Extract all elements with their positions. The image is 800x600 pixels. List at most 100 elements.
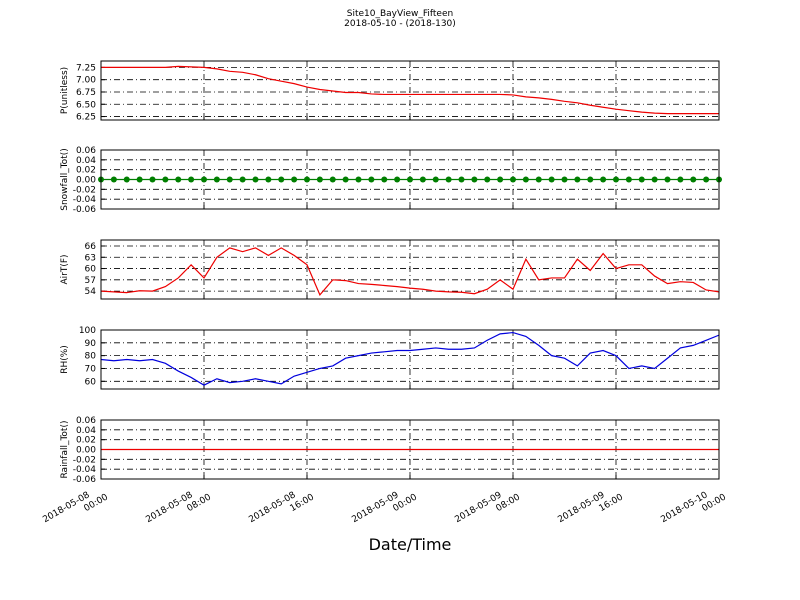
data-point [587, 176, 594, 183]
x-tick-label: 2018-05-09 16:00 [556, 483, 625, 535]
y-tick-label: 0.06 [76, 416, 96, 426]
x-axis-label: Date/Time [369, 535, 452, 554]
data-point [368, 176, 375, 183]
y-tick-label: 0.04 [76, 156, 96, 166]
data-point [651, 176, 658, 183]
data-point [522, 176, 529, 183]
data-point [548, 176, 555, 183]
data-point [162, 176, 169, 183]
data-point [613, 176, 619, 183]
x-tick-label: 2018-05-08 16:00 [247, 483, 316, 535]
x-tick-label: 2018-05-10 00:00 [659, 483, 728, 535]
data-point [690, 176, 697, 183]
data-point [394, 176, 401, 183]
y-tick-label: 90 [85, 339, 97, 349]
data-point [574, 176, 581, 183]
chart-title: Site10_BayView_Fifteen [347, 9, 453, 19]
y-axis-label: P(unitless) [60, 67, 70, 114]
data-point [342, 176, 349, 183]
data-point [407, 176, 413, 183]
data-point [561, 176, 568, 183]
y-tick-label: 0.06 [76, 146, 96, 156]
y-axis-label: AirT(F) [60, 254, 70, 284]
data-point [226, 176, 233, 183]
data-point [265, 176, 272, 183]
y-axis-label: Rainfall_Tot() [60, 421, 70, 479]
y-axis-label: RH(%) [60, 345, 70, 374]
data-point [355, 176, 362, 183]
data-point [278, 176, 285, 183]
y-tick-label: 7.25 [76, 63, 96, 73]
data-line [100, 331, 720, 386]
y-tick-label: -0.04 [73, 195, 97, 205]
y-tick-label: 100 [79, 326, 96, 336]
x-tick-label: 2018-05-08 00:00 [41, 483, 110, 535]
y-tick-label: 60 [85, 265, 97, 275]
data-point [600, 176, 607, 183]
data-line [100, 247, 720, 296]
y-tick-label: 6.75 [76, 88, 96, 98]
data-point [136, 176, 143, 183]
y-tick-label: -0.06 [73, 475, 97, 485]
y-tick-label: 0.04 [76, 426, 96, 436]
y-axis-label: Snowfall_Tot() [60, 148, 70, 211]
y-tick-label: 0.00 [76, 176, 96, 186]
data-point [213, 176, 220, 183]
y-tick-label: 80 [85, 352, 97, 362]
data-point [304, 176, 310, 183]
data-point [329, 176, 336, 183]
data-point [625, 176, 632, 183]
y-tick-label: 70 [85, 364, 97, 374]
data-point [703, 176, 710, 183]
y-tick-label: -0.06 [73, 205, 97, 215]
y-tick-label: 0.02 [76, 166, 96, 176]
y-tick-label: 63 [85, 253, 96, 263]
data-point [316, 176, 323, 183]
data-point [638, 176, 645, 183]
data-point [239, 176, 246, 183]
x-tick-label: 2018-05-08 08:00 [144, 483, 213, 535]
data-point [123, 176, 130, 183]
data-point [381, 176, 388, 183]
y-tick-label: 0.02 [76, 436, 96, 446]
plot-frame [100, 239, 720, 300]
data-point [664, 176, 671, 183]
data-point [110, 176, 117, 183]
y-tick-label: 54 [85, 287, 97, 297]
data-point [677, 176, 684, 183]
plot-frame [100, 329, 720, 390]
data-point [175, 176, 182, 183]
data-point [484, 176, 491, 183]
data-point [252, 176, 259, 183]
data-point [201, 176, 207, 183]
y-tick-label: 0.00 [76, 446, 96, 456]
data-point [535, 176, 542, 183]
data-point [291, 176, 298, 183]
chart-subtitle: 2018-05-10 - (2018-130) [344, 19, 456, 29]
data-point [458, 176, 465, 183]
plot-frame [100, 60, 720, 121]
plot-frame [100, 149, 720, 210]
data-point [419, 176, 426, 183]
data-point [471, 176, 478, 183]
y-tick-label: 6.50 [76, 100, 96, 110]
y-tick-label: -0.02 [73, 185, 96, 195]
data-point [149, 176, 156, 183]
x-tick-label: 2018-05-09 08:00 [453, 483, 522, 535]
data-point [188, 176, 195, 183]
data-point [510, 176, 516, 183]
x-tick-label: 2018-05-09 00:00 [350, 483, 419, 535]
y-tick-label: 7.00 [76, 76, 96, 86]
data-point [432, 176, 439, 183]
data-line [101, 65, 719, 115]
y-tick-label: 60 [85, 377, 97, 387]
y-tick-label: 57 [85, 276, 96, 286]
data-point [497, 176, 504, 183]
y-tick-label: 66 [85, 242, 97, 252]
data-point [445, 176, 452, 183]
y-tick-label: 6.25 [76, 113, 96, 123]
plot-frame [100, 419, 720, 480]
y-tick-label: -0.04 [73, 465, 97, 475]
